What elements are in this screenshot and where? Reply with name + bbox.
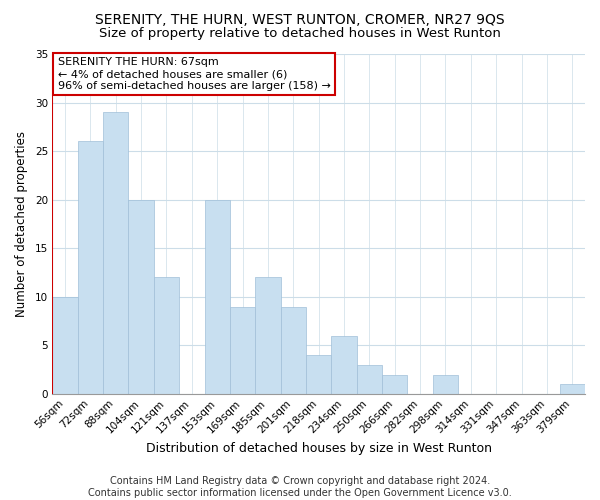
Bar xyxy=(433,374,458,394)
Text: Size of property relative to detached houses in West Runton: Size of property relative to detached ho… xyxy=(99,28,501,40)
Bar xyxy=(331,336,357,394)
Bar xyxy=(205,200,230,394)
Bar xyxy=(560,384,585,394)
Bar xyxy=(357,365,382,394)
Bar xyxy=(128,200,154,394)
Bar xyxy=(103,112,128,394)
Text: SERENITY THE HURN: 67sqm
← 4% of detached houses are smaller (6)
96% of semi-det: SERENITY THE HURN: 67sqm ← 4% of detache… xyxy=(58,58,331,90)
Bar xyxy=(78,142,103,394)
Bar xyxy=(281,306,306,394)
Bar xyxy=(154,278,179,394)
Bar xyxy=(306,355,331,394)
Bar xyxy=(382,374,407,394)
Bar xyxy=(255,278,281,394)
Y-axis label: Number of detached properties: Number of detached properties xyxy=(15,131,28,317)
Bar xyxy=(52,297,78,394)
Bar xyxy=(230,306,255,394)
Text: SERENITY, THE HURN, WEST RUNTON, CROMER, NR27 9QS: SERENITY, THE HURN, WEST RUNTON, CROMER,… xyxy=(95,12,505,26)
Text: Contains HM Land Registry data © Crown copyright and database right 2024.
Contai: Contains HM Land Registry data © Crown c… xyxy=(88,476,512,498)
X-axis label: Distribution of detached houses by size in West Runton: Distribution of detached houses by size … xyxy=(146,442,491,455)
